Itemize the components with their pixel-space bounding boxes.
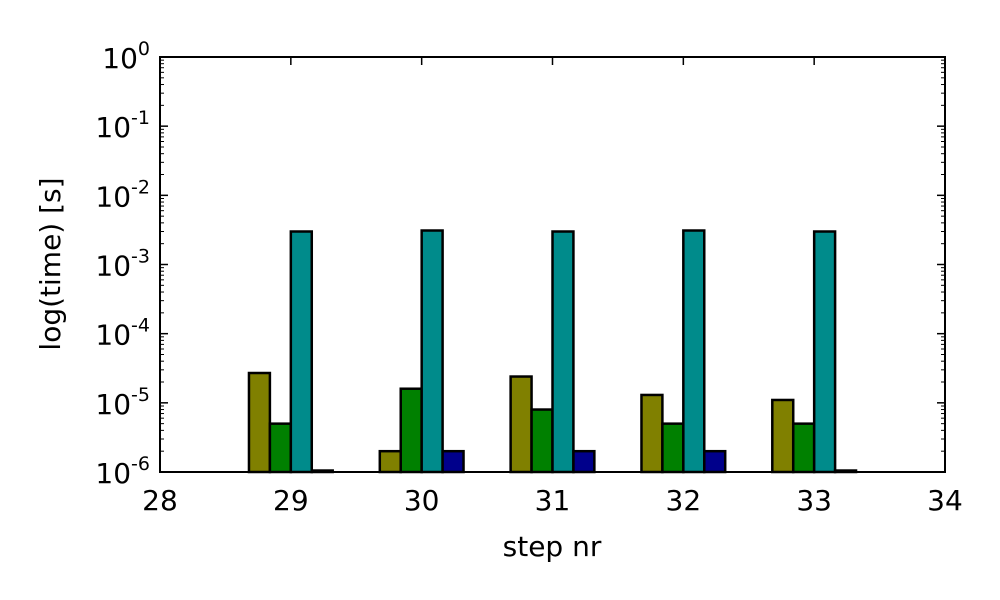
y-axis-label: log(time) [s] xyxy=(34,177,67,350)
y-tick-label: 10-2 xyxy=(95,176,150,213)
x-tick-label: 28 xyxy=(142,484,178,517)
bar-series1-step-31 xyxy=(509,375,533,474)
bar-series2-step-31 xyxy=(530,408,554,474)
bar-series3-step-29 xyxy=(289,230,314,474)
bar-series2-step-33 xyxy=(791,422,816,474)
bar-series1-step-33 xyxy=(771,398,795,474)
bar-series2-step-32 xyxy=(661,422,685,474)
bar-series4-step-30 xyxy=(441,449,465,474)
x-tick-label: 30 xyxy=(404,484,440,517)
bar-series4-step-31 xyxy=(572,449,596,474)
y-tick-label: 10-5 xyxy=(95,384,150,421)
bars-layer xyxy=(247,229,858,474)
bar-series3-step-30 xyxy=(420,229,444,474)
bar-series1-step-32 xyxy=(640,393,664,474)
y-tick-label: 100 xyxy=(102,38,150,75)
x-tick-label: 33 xyxy=(796,484,832,517)
bar-series3-step-33 xyxy=(812,230,837,474)
y-tick-labels: 100 10-1 10-2 10-3 10-4 10-5 10-6 xyxy=(95,38,150,490)
x-tick-label: 31 xyxy=(535,484,571,517)
x-axis-label: step nr xyxy=(503,530,602,563)
y-tick-label: 10-1 xyxy=(95,107,150,144)
bar-series1-step-29 xyxy=(247,371,272,474)
bar-series1-step-30 xyxy=(378,449,402,474)
y-tick-label: 10-4 xyxy=(95,315,150,352)
bar-series2-step-29 xyxy=(268,422,293,474)
x-tick-label: 32 xyxy=(666,484,702,517)
y-tick-label: 10-3 xyxy=(95,246,150,283)
x-tick-labels: 28 29 30 31 32 33 34 xyxy=(142,484,963,517)
x-tick-label: 29 xyxy=(273,484,309,517)
y-tick-label: 10-6 xyxy=(95,453,150,490)
bar-series4-step-32 xyxy=(703,449,727,474)
bar-series3-step-31 xyxy=(551,230,575,474)
x-tick-label: 34 xyxy=(927,484,963,517)
bar-series2-step-30 xyxy=(399,387,423,474)
bar-series3-step-32 xyxy=(682,229,706,474)
ticks-layer xyxy=(159,56,946,473)
